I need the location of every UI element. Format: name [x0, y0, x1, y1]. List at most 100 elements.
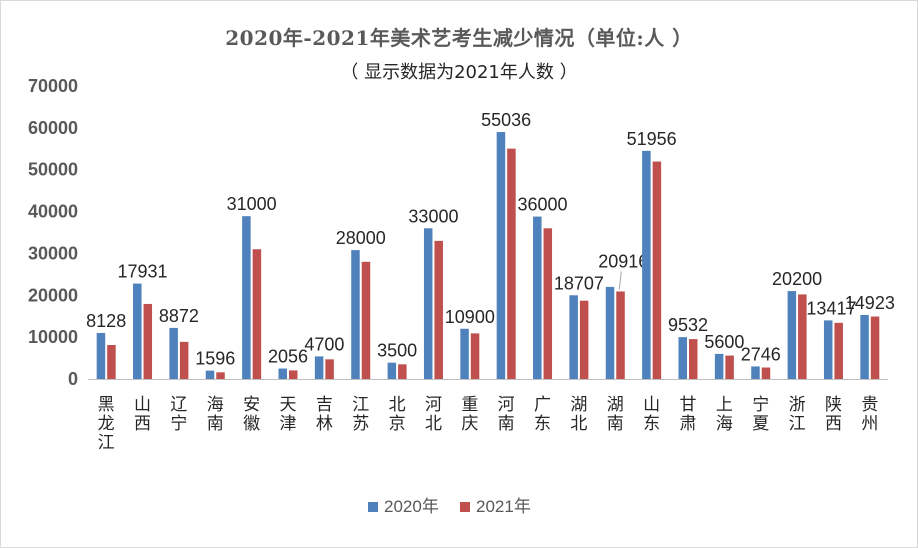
bar-2021 — [289, 370, 298, 379]
bar-2021 — [361, 261, 371, 379]
bar-2020 — [605, 286, 615, 379]
data-label: 51956 — [627, 129, 677, 149]
bar-2021 — [725, 355, 734, 379]
data-label: 2746 — [741, 344, 781, 364]
y-tick-label: 10000 — [28, 327, 78, 347]
data-label: 13417 — [806, 298, 856, 318]
x-tick-label: 北京 — [389, 395, 406, 434]
y-tick-label: 60000 — [28, 118, 78, 138]
bar-2021 — [798, 294, 807, 379]
x-tick-label: 湖北 — [570, 395, 587, 434]
legend-label-2021: 2021年 — [476, 497, 531, 516]
x-tick-label: 天津 — [280, 395, 297, 434]
data-label: 36000 — [518, 195, 568, 215]
x-tick-label: 宁夏 — [752, 395, 769, 434]
bar-2020 — [96, 332, 106, 379]
bar-2021 — [579, 300, 589, 379]
x-tick-label: 河北 — [425, 395, 442, 434]
data-label: 8872 — [159, 306, 199, 326]
x-tick-label: 山西 — [134, 395, 151, 434]
bar-2020 — [351, 250, 360, 379]
data-label: 4700 — [304, 334, 344, 354]
y-tick-label: 70000 — [28, 76, 78, 96]
bar-2021 — [834, 322, 843, 379]
x-tick-label: 湖南 — [607, 395, 624, 434]
data-label: 14923 — [845, 293, 895, 313]
bar-2021 — [216, 372, 225, 379]
data-label: 2056 — [268, 347, 308, 367]
bar-2020 — [205, 370, 215, 379]
bar-2020 — [533, 216, 542, 379]
bar-2020 — [860, 314, 869, 379]
bar-2020 — [423, 228, 433, 379]
data-label: 55036 — [481, 110, 531, 130]
data-label: 17931 — [118, 262, 168, 282]
bar-2021 — [761, 367, 771, 379]
bar-2021 — [179, 341, 189, 379]
x-tick-label: 广东 — [534, 395, 551, 434]
y-tick-label: 50000 — [28, 160, 78, 180]
x-tick-label: 贵州 — [861, 395, 878, 434]
bar-2020 — [714, 353, 724, 379]
bar-2020 — [787, 291, 797, 379]
data-label: 20916 — [598, 251, 648, 271]
x-tick-label: 浙江 — [789, 395, 806, 434]
bar-2021 — [143, 303, 153, 379]
x-tick-label: 辽宁 — [170, 395, 187, 434]
bar-2021 — [470, 333, 480, 379]
x-tick-label: 安徽 — [243, 395, 260, 434]
leader-line — [618, 271, 622, 290]
bar-2020 — [278, 368, 287, 379]
bar-2021 — [252, 249, 262, 379]
bar-2020 — [460, 328, 469, 379]
bar-2020 — [823, 320, 833, 379]
bar-2020 — [242, 216, 251, 379]
bar-2020 — [169, 327, 178, 379]
bar-2021 — [434, 240, 443, 379]
y-tick-label: 30000 — [28, 243, 78, 263]
bar-2021 — [652, 161, 662, 379]
x-tick-label: 上海 — [716, 395, 733, 434]
x-tick-label: 山东 — [643, 395, 660, 434]
bar-2021 — [543, 228, 553, 379]
data-label: 18707 — [554, 273, 604, 293]
legend-label-2020: 2020年 — [384, 497, 439, 516]
bar-2020 — [642, 150, 651, 379]
legend-swatch-2021 — [460, 502, 470, 512]
data-label: 8128 — [86, 311, 126, 331]
x-tick-label: 甘肃 — [680, 395, 697, 434]
x-tick-label: 重庆 — [461, 395, 478, 434]
bar-2021 — [616, 291, 625, 379]
legend-swatch-2020 — [368, 502, 378, 512]
bar-2020 — [678, 337, 687, 379]
x-tick-label: 陕西 — [825, 395, 842, 434]
bar-2020 — [314, 356, 324, 379]
data-label: 20200 — [772, 269, 822, 289]
y-tick-label: 20000 — [28, 285, 78, 305]
data-label: 10900 — [445, 307, 495, 327]
x-tick-label: 吉林 — [316, 395, 333, 434]
data-label: 3500 — [377, 341, 417, 361]
data-label: 1596 — [195, 349, 235, 369]
data-label: 33000 — [408, 206, 458, 226]
y-tick-label: 0 — [68, 369, 78, 389]
data-label: 28000 — [336, 228, 386, 248]
bar-2020 — [569, 295, 578, 379]
x-tick-label: 黑龙江 — [98, 395, 115, 453]
bar-2021 — [107, 344, 116, 379]
bar-2021 — [689, 339, 698, 379]
x-tick-label: 河南 — [498, 395, 515, 434]
chart-subtitle: （ 显示数据为2021年人数 ） — [340, 62, 578, 83]
bar-2021 — [870, 316, 880, 379]
bar-2020 — [387, 362, 397, 379]
bar-2020 — [496, 132, 506, 379]
data-label: 5600 — [704, 332, 744, 352]
bar-2020 — [133, 283, 142, 379]
x-tick-label: 海南 — [207, 395, 224, 434]
data-label: 31000 — [227, 194, 277, 214]
chart-title: 2020年-2021年美术艺考生减少情况（单位:人 ） — [225, 26, 693, 50]
bar-2021 — [398, 364, 407, 379]
bar-2021 — [507, 148, 516, 379]
